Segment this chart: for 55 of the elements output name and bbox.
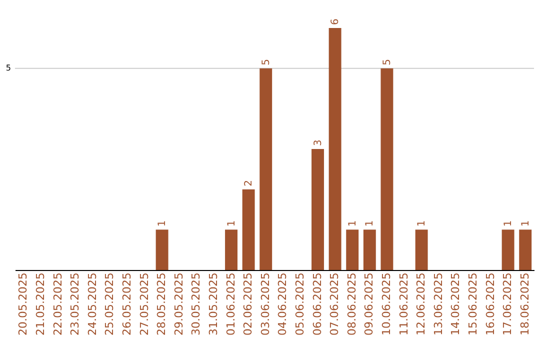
bar (519, 230, 532, 270)
x-tick-label: 18.06.2025 (518, 272, 532, 336)
x-tick-label: 14.06.2025 (449, 272, 462, 336)
bar (415, 230, 428, 270)
bar (156, 230, 168, 270)
x-tick-label: 04.06.2025 (276, 272, 290, 336)
x-tick-label: 08.06.2025 (345, 272, 358, 336)
x-tick-label: 21.05.2025 (34, 272, 47, 336)
data-label: 5 (382, 58, 393, 66)
data-label: 1 (226, 220, 238, 227)
x-tick-label: 10.06.2025 (380, 272, 393, 336)
x-tick-label: 25.05.2025 (103, 272, 116, 336)
data-label: 1 (347, 220, 358, 227)
x-tick-label: 28.05.2025 (155, 272, 168, 336)
x-tick-label: 30.05.2025 (190, 272, 203, 336)
x-tick-label: 17.06.2025 (501, 272, 514, 336)
bar (328, 28, 342, 270)
x-tick-label: 06.06.2025 (310, 272, 324, 336)
data-label: 6 (330, 18, 342, 25)
x-tick-label: 13.06.2025 (432, 272, 445, 336)
x-tick-label: 20.05.2025 (16, 272, 30, 336)
bar (363, 230, 376, 270)
x-tick-label: 24.05.2025 (86, 272, 99, 336)
bar (242, 189, 255, 270)
bar (260, 68, 272, 270)
x-tick-label: 09.06.2025 (362, 272, 376, 336)
ref-line-label: 5 (6, 63, 11, 72)
data-label: 1 (416, 220, 428, 227)
bar (380, 68, 394, 270)
x-tick-label: 03.06.2025 (258, 272, 272, 336)
x-tick-label: 22.05.2025 (51, 272, 64, 336)
x-tick-label: 11.06.2025 (397, 272, 410, 336)
x-tick-label: 02.06.2025 (242, 272, 255, 336)
x-tick-label: 01.06.2025 (224, 272, 238, 336)
data-label: 2 (244, 180, 255, 186)
data-label: 5 (260, 58, 272, 66)
x-tick-label: 12.06.2025 (414, 272, 428, 336)
x-tick-label: 27.05.2025 (138, 272, 151, 336)
data-label: 1 (520, 220, 532, 227)
x-tick-label: 29.05.2025 (172, 272, 186, 336)
bar (346, 230, 359, 270)
data-label: 1 (157, 220, 168, 227)
x-tick-label: 07.06.2025 (328, 272, 342, 336)
data-label: 1 (364, 220, 376, 227)
x-tick-label: 16.06.2025 (484, 272, 497, 336)
x-tick-label: 05.06.2025 (293, 272, 306, 336)
data-label: 3 (312, 140, 324, 146)
x-tick-label: 23.05.2025 (68, 272, 82, 336)
x-tick-label: 31.05.2025 (206, 272, 220, 336)
bar (225, 230, 238, 270)
x-tick-label: 26.05.2025 (120, 272, 134, 336)
bar (502, 230, 514, 270)
data-label: 1 (503, 220, 514, 227)
bar (312, 149, 324, 270)
x-tick-label: 15.06.2025 (466, 272, 480, 336)
